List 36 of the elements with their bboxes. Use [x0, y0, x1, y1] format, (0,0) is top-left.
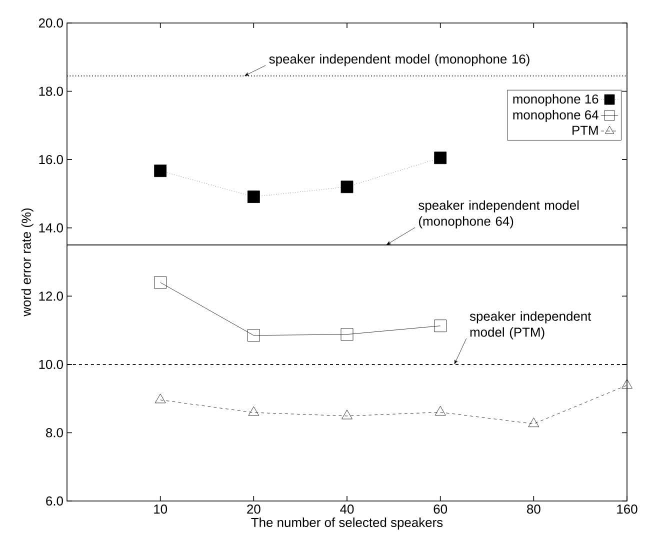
point: [622, 379, 632, 388]
x-tick-label: 60: [434, 504, 448, 514]
x-tick-label: 160: [617, 504, 638, 514]
ref-line-label: speaker independent model (monophone 16): [269, 54, 530, 66]
point: [342, 410, 352, 420]
ref-line-label: speaker independent model (monophone 64): [418, 200, 579, 228]
x-axis-title: The number of selected speakers: [251, 518, 443, 530]
point: [248, 406, 260, 416]
legend-label: PTM: [572, 126, 598, 135]
y-tick-label: 12.0: [39, 292, 63, 301]
point: [434, 406, 446, 416]
ref-line-label: speaker independent model (PTM): [470, 311, 592, 340]
point: [154, 394, 166, 404]
point: [434, 320, 447, 332]
point: [340, 180, 354, 194]
point: [434, 152, 447, 164]
x-tick-label: 80: [527, 504, 540, 514]
y-tick-label: 8.0: [46, 428, 63, 438]
point: [340, 328, 354, 341]
legend-label: monophone 64: [513, 110, 598, 122]
point: [154, 276, 167, 289]
legend-label: monophone 16: [513, 94, 598, 106]
y-tick-label: 16.0: [39, 154, 63, 164]
x-tick-label: 20: [247, 504, 260, 514]
y-tick-label: 18.0: [39, 86, 63, 96]
point: [247, 190, 260, 203]
y-axis-title: word error rate (%): [21, 208, 34, 316]
point: [528, 418, 540, 428]
point: [154, 164, 167, 178]
y-tick-label: 10.0: [39, 360, 63, 370]
point: [247, 329, 260, 342]
y-tick-label: 6.0: [46, 496, 63, 506]
x-tick-label: 10: [154, 504, 168, 514]
y-tick-label: 14.0: [39, 223, 63, 232]
y-tick-label: 20.0: [38, 18, 63, 28]
x-tick-label: 40: [340, 504, 354, 514]
